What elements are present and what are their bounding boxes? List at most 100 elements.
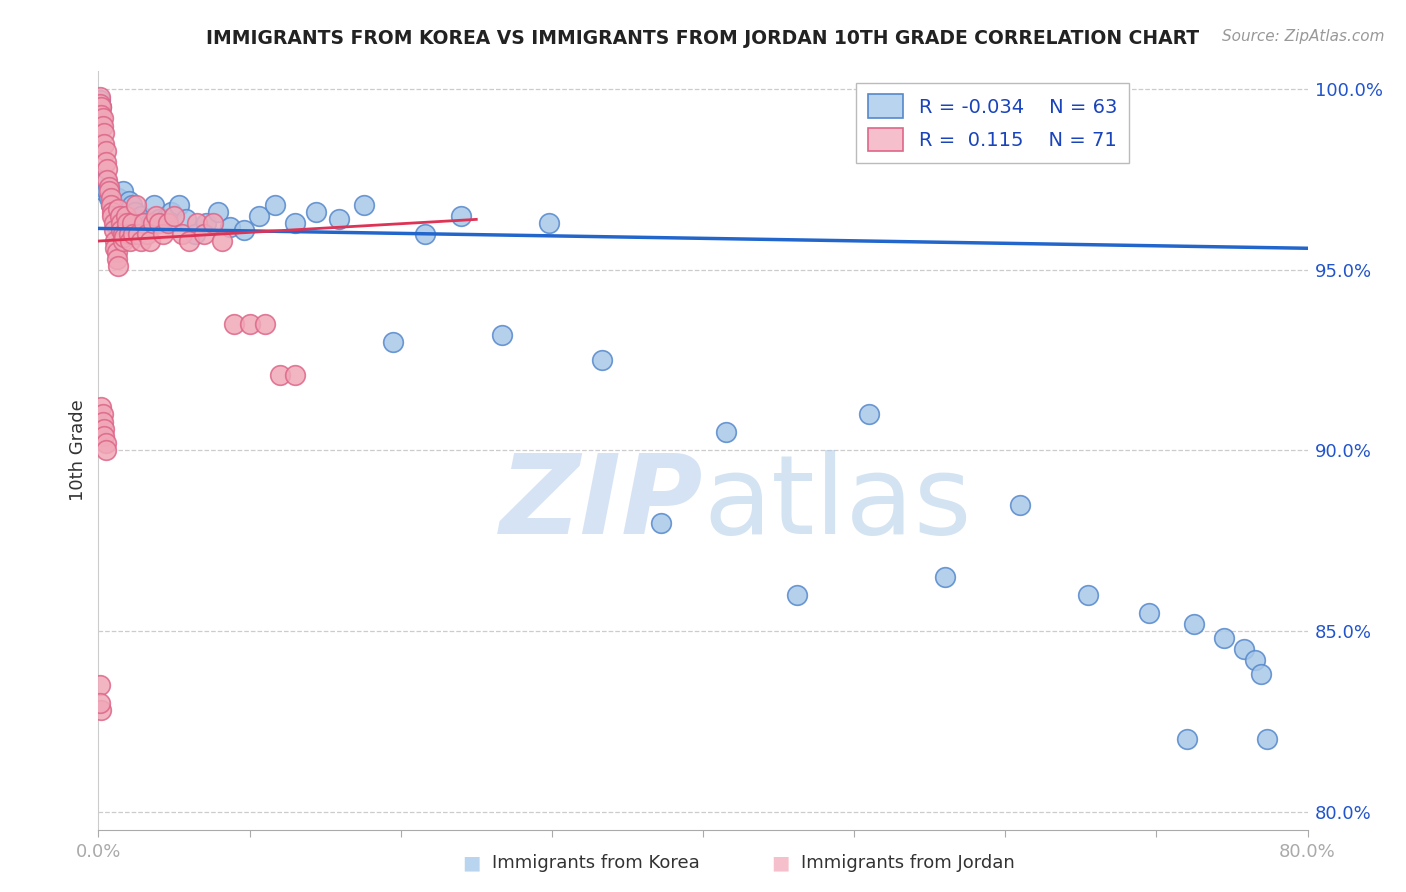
Point <box>193 227 215 241</box>
Point <box>450 209 472 223</box>
Point <box>90 100 112 114</box>
Text: Immigrants from Korea: Immigrants from Korea <box>492 855 700 872</box>
Point <box>115 216 138 230</box>
Point <box>121 216 143 230</box>
Point <box>194 216 217 230</box>
Point <box>591 353 613 368</box>
Point <box>105 198 128 212</box>
Point <box>382 335 405 350</box>
Point <box>96 161 118 176</box>
Point <box>1213 631 1236 645</box>
Text: ZIP: ZIP <box>499 450 703 557</box>
Point <box>135 227 157 241</box>
Point <box>91 408 114 422</box>
Point <box>1250 667 1272 681</box>
Point <box>284 216 307 230</box>
Point <box>127 212 149 227</box>
Point <box>134 216 156 230</box>
Point <box>93 126 115 140</box>
Point <box>858 408 880 422</box>
Point <box>110 216 132 230</box>
Point <box>118 194 141 209</box>
Text: Immigrants from Jordan: Immigrants from Jordan <box>801 855 1015 872</box>
Point <box>112 230 135 244</box>
Point <box>156 216 179 230</box>
Point <box>786 588 808 602</box>
Point <box>93 422 115 436</box>
Text: Source: ZipAtlas.com: Source: ZipAtlas.com <box>1222 29 1385 44</box>
Point <box>90 100 112 114</box>
Legend: R = -0.034    N = 63, R =  0.115    N = 71: R = -0.034 N = 63, R = 0.115 N = 71 <box>856 83 1129 163</box>
Point <box>184 227 207 241</box>
Point <box>98 180 121 194</box>
Point <box>101 209 124 223</box>
Point <box>93 136 115 151</box>
Point <box>264 198 287 212</box>
Point <box>1175 732 1198 747</box>
Point <box>167 198 190 212</box>
Point <box>129 234 152 248</box>
Point <box>118 227 141 241</box>
Point <box>105 252 128 266</box>
Point <box>110 198 132 212</box>
Text: ■: ■ <box>461 854 481 872</box>
Point <box>127 227 149 241</box>
Point <box>269 368 291 382</box>
Point <box>94 154 117 169</box>
Point <box>125 198 148 212</box>
Point <box>1137 606 1160 620</box>
Point <box>353 198 375 212</box>
Point <box>91 172 114 186</box>
Point <box>129 209 152 223</box>
Point <box>101 205 124 219</box>
Point <box>170 227 193 241</box>
Point <box>132 216 155 230</box>
Point <box>98 191 121 205</box>
Point <box>1233 642 1256 657</box>
Point <box>145 209 167 223</box>
Point <box>152 227 174 241</box>
Point <box>91 415 114 429</box>
Point <box>121 198 143 212</box>
Point <box>160 205 183 219</box>
Point <box>90 108 112 122</box>
Point <box>284 368 307 382</box>
Point <box>124 205 146 219</box>
Point <box>239 317 262 331</box>
Point <box>224 317 246 331</box>
Point <box>111 227 134 241</box>
Point <box>105 244 128 259</box>
Point <box>253 317 276 331</box>
Point <box>232 223 254 237</box>
Point <box>91 119 114 133</box>
Point <box>104 234 127 248</box>
Point <box>91 112 114 126</box>
Point <box>139 234 162 248</box>
Point <box>1256 732 1278 747</box>
Point <box>207 205 229 219</box>
Point <box>107 202 129 216</box>
Point <box>120 234 142 248</box>
Point <box>650 516 672 530</box>
Point <box>112 202 135 216</box>
Point <box>104 191 127 205</box>
Point <box>934 570 956 584</box>
Point <box>94 436 117 450</box>
Point <box>98 184 121 198</box>
Point <box>94 144 117 158</box>
Point <box>100 191 122 205</box>
Point <box>93 429 115 443</box>
Point <box>103 202 125 216</box>
Point <box>93 184 115 198</box>
Point <box>153 212 176 227</box>
Point <box>202 216 225 230</box>
Point <box>101 194 124 209</box>
Point <box>714 425 737 440</box>
Point <box>1243 653 1265 667</box>
Point <box>108 205 131 219</box>
Point <box>108 209 131 223</box>
Point <box>111 184 134 198</box>
Point <box>122 227 145 241</box>
Point <box>90 703 112 717</box>
Text: atlas: atlas <box>703 450 972 557</box>
